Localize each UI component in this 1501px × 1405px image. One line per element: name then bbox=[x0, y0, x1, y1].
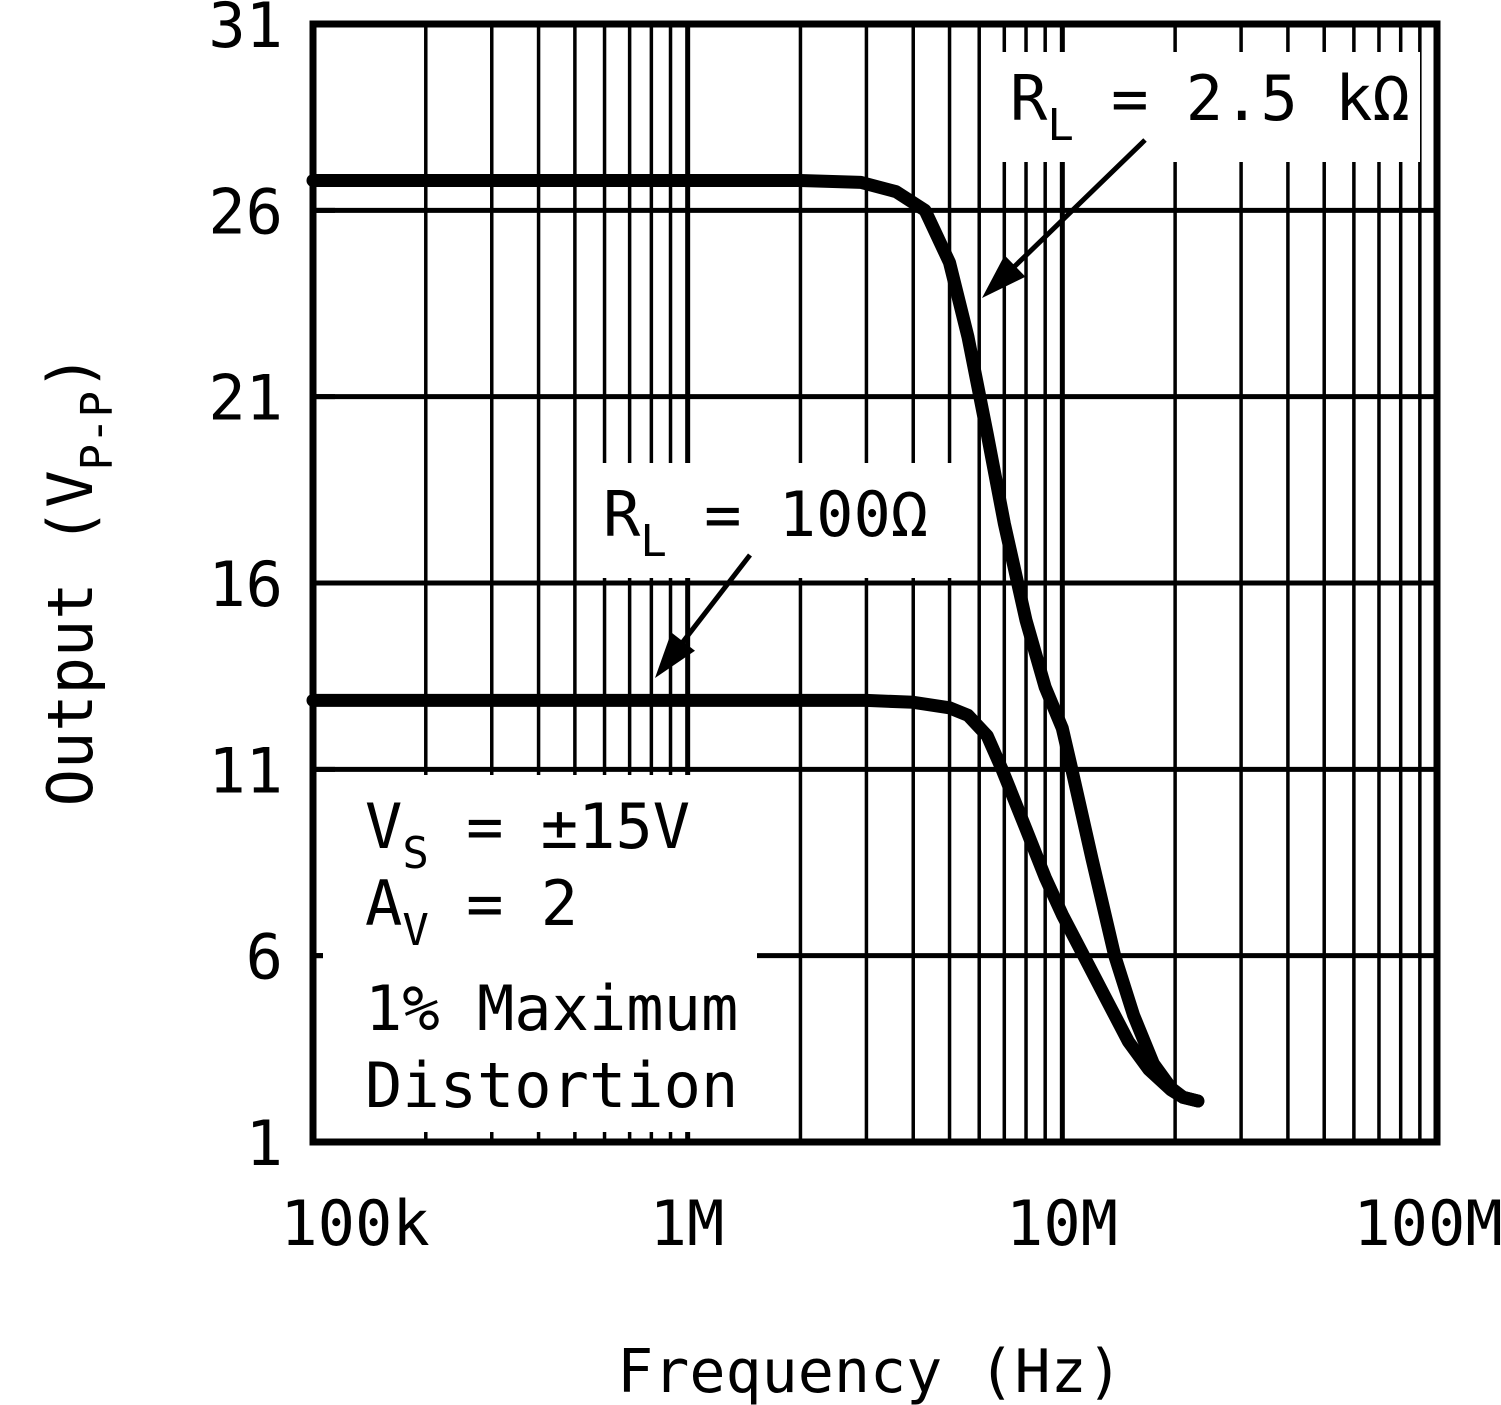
conditions-box bbox=[323, 775, 757, 1132]
y-tick-label-11: 11 bbox=[208, 734, 283, 807]
condition-line-3: Distortion bbox=[365, 1049, 738, 1122]
curve-rl-2p5k bbox=[306, 174, 1205, 1108]
condition-line-0: VS = ±15V bbox=[365, 790, 690, 879]
x-tick-label-100k: 100k bbox=[280, 1187, 429, 1260]
x-tick-label-10M: 10M bbox=[1006, 1187, 1118, 1260]
x-tick-label-100M: 100M bbox=[1353, 1187, 1501, 1260]
y-tick-label-16: 16 bbox=[208, 548, 283, 621]
condition-line-1: AV = 2 bbox=[365, 867, 578, 956]
y-tick-label-1: 1 bbox=[246, 1107, 283, 1180]
x-axis-title: Frequency (Hz) bbox=[617, 1337, 1123, 1405]
label-boxes bbox=[323, 52, 1420, 1132]
arrow-head bbox=[982, 255, 1026, 298]
curve-rl-100 bbox=[306, 693, 1205, 1108]
curves bbox=[306, 174, 1205, 1108]
x-tick-label-1M: 1M bbox=[650, 1187, 725, 1260]
y-tick-labels: 31 26 21 16 11 6 1 bbox=[208, 0, 283, 1180]
gridlines bbox=[313, 24, 1437, 1142]
y-tick-label-21: 21 bbox=[208, 362, 283, 435]
y-tick-label-26: 26 bbox=[208, 175, 283, 248]
arrow-head bbox=[655, 632, 695, 678]
series-label-rl-2p5k: RL = 2.5 kΩ bbox=[1010, 62, 1410, 151]
x-tick-labels: 100k 1M 10M 100M bbox=[280, 1187, 1501, 1260]
arrow-shaft bbox=[1008, 138, 1147, 272]
series-label-box-1 bbox=[585, 463, 955, 578]
annotation-arrows bbox=[655, 138, 1147, 678]
series-label-rl-100: RL = 100Ω bbox=[603, 478, 928, 567]
y-tick-label-6: 6 bbox=[246, 921, 283, 994]
arrow-shaft bbox=[677, 553, 752, 648]
y-axis-title: Output (VP-P) bbox=[34, 354, 123, 807]
series-labels: RL = 2.5 kΩ RL = 100Ω bbox=[603, 62, 1410, 567]
series-label-box-0 bbox=[985, 52, 1420, 162]
y-tick-label-31: 31 bbox=[208, 0, 283, 62]
condition-line-2: 1% Maximum bbox=[365, 972, 738, 1045]
